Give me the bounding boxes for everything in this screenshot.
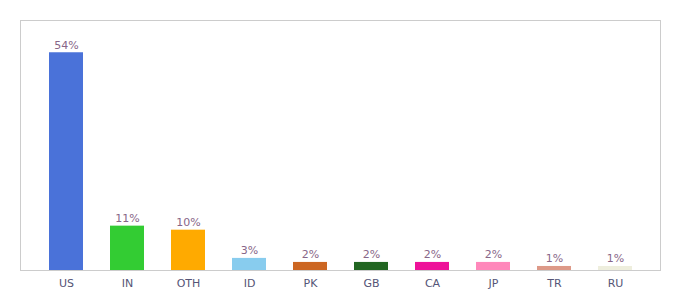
svg-text:ID: ID bbox=[244, 277, 256, 290]
svg-text:2%: 2% bbox=[302, 248, 319, 261]
svg-text:54%: 54% bbox=[54, 39, 78, 52]
svg-text:1%: 1% bbox=[546, 252, 563, 265]
svg-text:1%: 1% bbox=[607, 252, 624, 265]
svg-text:RU: RU bbox=[608, 277, 624, 290]
svg-text:2%: 2% bbox=[485, 248, 502, 261]
svg-text:PK: PK bbox=[304, 277, 319, 290]
svg-text:2%: 2% bbox=[424, 248, 441, 261]
svg-text:3%: 3% bbox=[241, 244, 258, 257]
svg-text:US: US bbox=[59, 277, 74, 290]
svg-text:CA: CA bbox=[425, 277, 441, 290]
svg-text:2%: 2% bbox=[363, 248, 380, 261]
svg-text:IN: IN bbox=[122, 277, 133, 290]
svg-text:GB: GB bbox=[363, 277, 379, 290]
svg-text:11%: 11% bbox=[115, 212, 139, 225]
svg-text:TR: TR bbox=[546, 277, 562, 290]
svg-text:JP: JP bbox=[488, 277, 499, 290]
svg-text:10%: 10% bbox=[176, 216, 200, 229]
svg-text:OTH: OTH bbox=[177, 277, 201, 290]
